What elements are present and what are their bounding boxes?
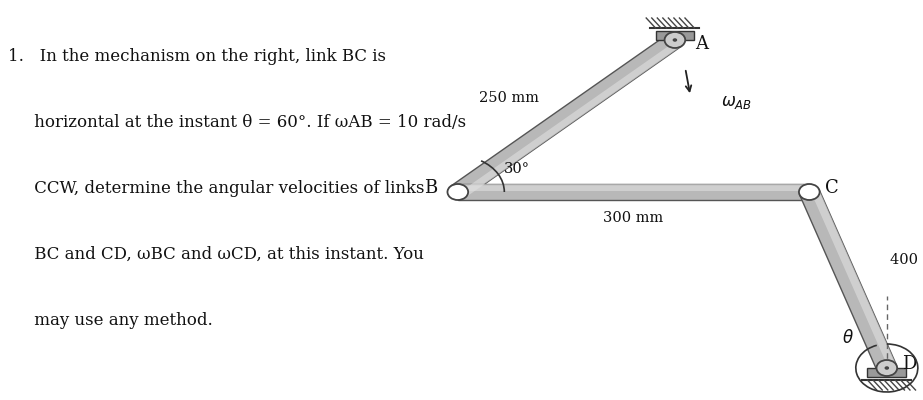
Text: C: C <box>825 179 838 197</box>
Circle shape <box>673 38 677 42</box>
Text: 400 mm: 400 mm <box>891 253 923 267</box>
Text: may use any method.: may use any method. <box>8 312 213 329</box>
Polygon shape <box>450 34 682 198</box>
Text: CCW, determine the angular velocities of links: CCW, determine the angular velocities of… <box>8 180 425 197</box>
Text: 1.   In the mechanism on the right, link BC is: 1. In the mechanism on the right, link B… <box>8 48 387 65</box>
Text: D: D <box>903 355 917 373</box>
Polygon shape <box>655 31 694 40</box>
Polygon shape <box>868 368 906 377</box>
Text: 250 mm: 250 mm <box>479 91 540 105</box>
Text: $\theta$: $\theta$ <box>842 329 854 347</box>
Circle shape <box>665 32 685 48</box>
Polygon shape <box>799 190 896 370</box>
Text: 300 mm: 300 mm <box>604 211 664 225</box>
Circle shape <box>877 360 897 376</box>
Polygon shape <box>458 184 809 191</box>
Polygon shape <box>458 184 809 200</box>
Text: 30°: 30° <box>504 162 530 176</box>
Polygon shape <box>459 41 682 198</box>
Circle shape <box>884 366 889 370</box>
Circle shape <box>448 184 468 200</box>
Text: B: B <box>424 179 438 197</box>
Circle shape <box>799 184 820 200</box>
Text: horizontal at the instant θ = 60°. If ωAB = 10 rad/s: horizontal at the instant θ = 60°. If ωA… <box>8 114 467 131</box>
Polygon shape <box>810 190 896 368</box>
Text: BC and CD, ωBC and ωCD, at this instant. You: BC and CD, ωBC and ωCD, at this instant.… <box>8 246 425 263</box>
Text: $\omega_{AB}$: $\omega_{AB}$ <box>722 93 752 111</box>
Text: A: A <box>696 35 709 53</box>
